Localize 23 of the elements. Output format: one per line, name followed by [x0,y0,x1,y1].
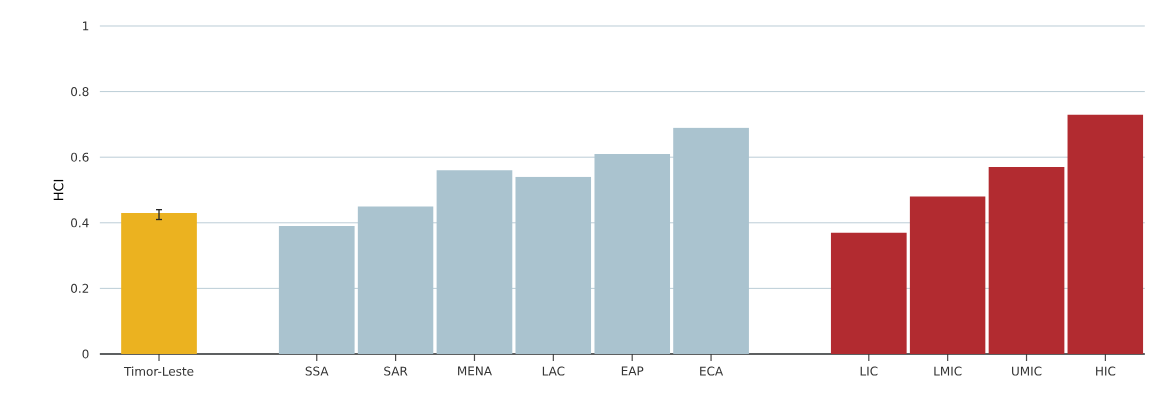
y-axis-title: HCI [53,179,64,201]
y-tick-label: 0.8 [71,87,89,97]
bar [121,212,197,354]
bar [830,232,907,354]
x-tick-label: SSA [305,366,329,376]
y-tick-label: 0 [82,349,89,359]
y-tick-label: 0.2 [71,283,89,293]
bar [988,167,1065,354]
x-tick-label: ECA [700,366,724,376]
x-tick-label: LIC [860,366,878,376]
x-tick-label: SAR [384,366,408,376]
x-tick-label: LMIC [934,366,962,376]
x-tick-label: Timor-Leste [123,366,194,376]
x-tick-label: MENA [458,366,492,376]
y-tick-label: 1 [83,21,89,31]
y-tick-label: 0.4 [71,218,89,228]
x-tick-label: EAP [621,366,644,376]
x-tick-label: HIC [1096,366,1116,376]
y-tick-label: 0.6 [71,152,89,162]
x-tick-label: UMIC [1012,366,1042,376]
bar [1067,114,1144,354]
bar [909,196,986,354]
x-tick-label: LAC [542,366,565,376]
